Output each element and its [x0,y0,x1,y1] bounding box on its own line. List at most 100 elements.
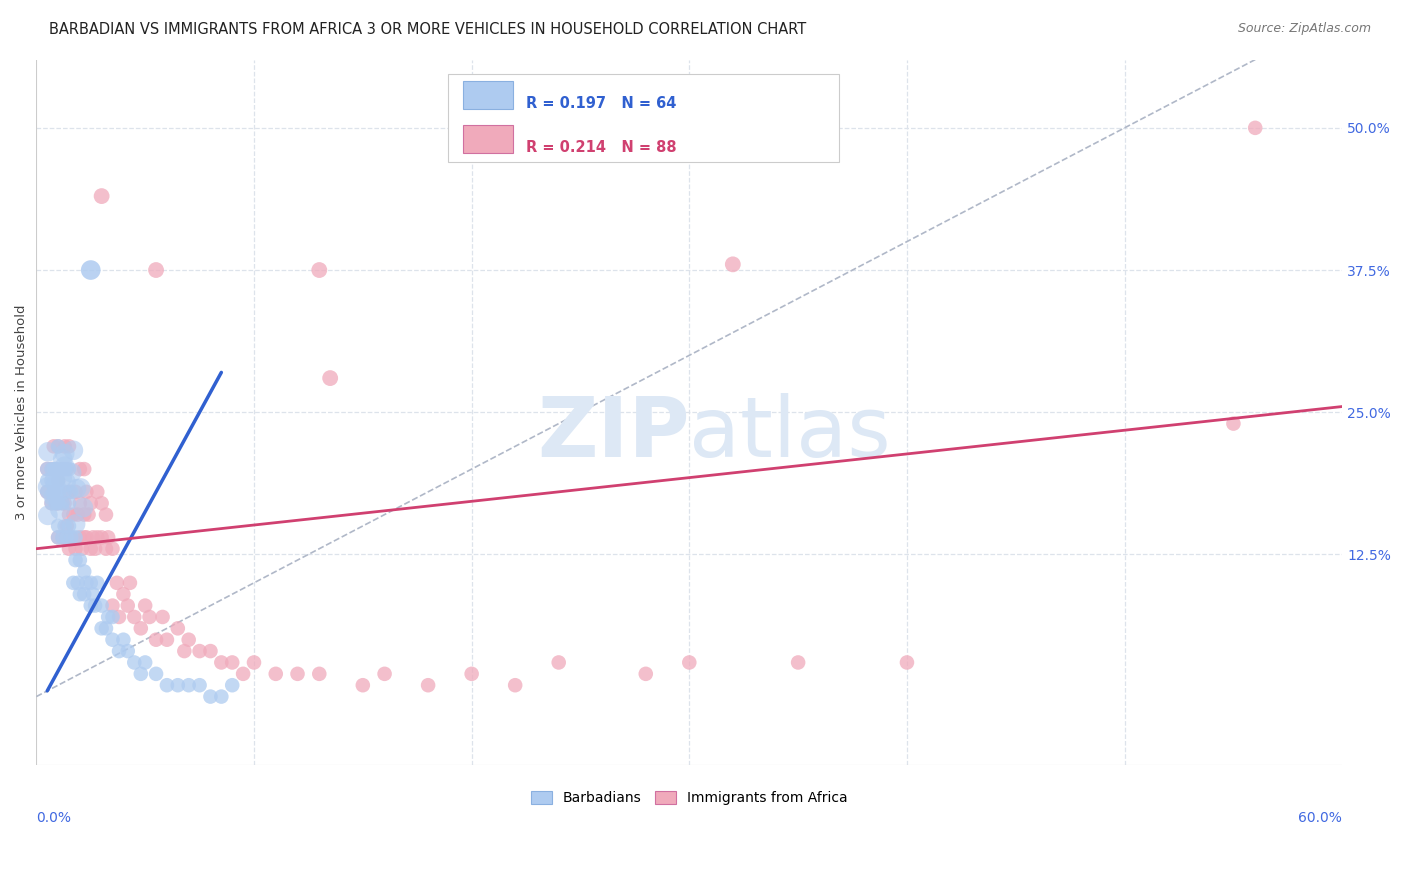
Point [58,462,80,476]
Point [69,530,91,544]
Point [101,599,124,613]
Point [80,263,103,277]
Point [90,496,112,510]
Point [37,445,59,459]
Point [42,462,65,476]
Point [65,530,87,544]
Point [177,632,200,647]
Point [51,471,73,485]
Point [166,621,188,635]
Point [308,666,330,681]
Point [51,496,73,510]
Point [138,610,160,624]
Point [101,541,124,556]
Point [243,656,266,670]
Point [53,519,76,533]
Point [200,690,222,704]
Point [66,575,89,590]
Point [73,587,96,601]
Point [1244,120,1267,135]
Y-axis label: 3 or more Vehicles in Household: 3 or more Vehicles in Household [15,304,28,520]
Point [53,446,76,460]
Text: 0.0%: 0.0% [37,811,72,825]
Point [118,575,141,590]
Point [45,462,67,476]
Point [45,462,67,476]
Point [49,502,72,516]
Point [42,490,65,504]
Point [94,541,117,556]
Point [65,484,87,499]
Point [94,621,117,635]
Point [62,443,84,458]
Point [134,656,156,670]
Point [70,541,93,556]
Point [460,666,482,681]
Point [209,690,232,704]
Point [112,632,135,647]
Point [721,257,744,271]
Point [1222,417,1244,431]
Point [37,484,59,499]
Point [45,489,67,503]
Point [634,666,657,681]
Point [46,496,69,510]
Point [41,496,63,510]
Point [80,575,103,590]
Point [46,530,69,544]
Point [101,632,124,647]
Point [69,481,91,495]
Text: BARBADIAN VS IMMIGRANTS FROM AFRICA 3 OR MORE VEHICLES IN HOUSEHOLD CORRELATION : BARBADIAN VS IMMIGRANTS FROM AFRICA 3 OR… [49,22,807,37]
Point [53,496,76,510]
Point [65,482,87,496]
Text: R = 0.197   N = 64: R = 0.197 N = 64 [526,95,676,111]
Point [37,462,59,476]
Point [134,599,156,613]
Point [264,666,287,681]
Legend: Barbadians, Immigrants from Africa: Barbadians, Immigrants from Africa [526,786,853,811]
Point [37,480,59,494]
Point [73,565,96,579]
Point [86,575,108,590]
Point [46,530,69,544]
Point [62,508,84,522]
Point [53,459,76,474]
Point [46,519,69,533]
Point [166,678,188,692]
Point [145,263,167,277]
Point [82,587,104,601]
Point [90,189,112,203]
Text: R = 0.214   N = 88: R = 0.214 N = 88 [526,140,676,155]
Point [129,666,152,681]
Point [53,439,76,453]
FancyBboxPatch shape [464,125,513,153]
Text: Source: ZipAtlas.com: Source: ZipAtlas.com [1237,22,1371,36]
Point [84,541,107,556]
Point [678,656,700,670]
Point [129,621,152,635]
Point [86,530,108,544]
Point [45,496,67,510]
Point [69,462,91,476]
Point [42,484,65,499]
Point [58,508,80,522]
Point [108,610,131,624]
Point [319,371,342,385]
Point [97,530,120,544]
Point [73,462,96,476]
Point [188,678,211,692]
Point [37,462,59,476]
Point [82,530,104,544]
Point [209,656,232,670]
Point [56,519,79,533]
Point [51,530,73,544]
Point [53,484,76,499]
Point [46,496,69,510]
Point [374,666,396,681]
Point [101,610,124,624]
Point [58,519,80,533]
Point [94,508,117,522]
Point [75,530,97,544]
Point [75,484,97,499]
FancyBboxPatch shape [447,74,839,161]
